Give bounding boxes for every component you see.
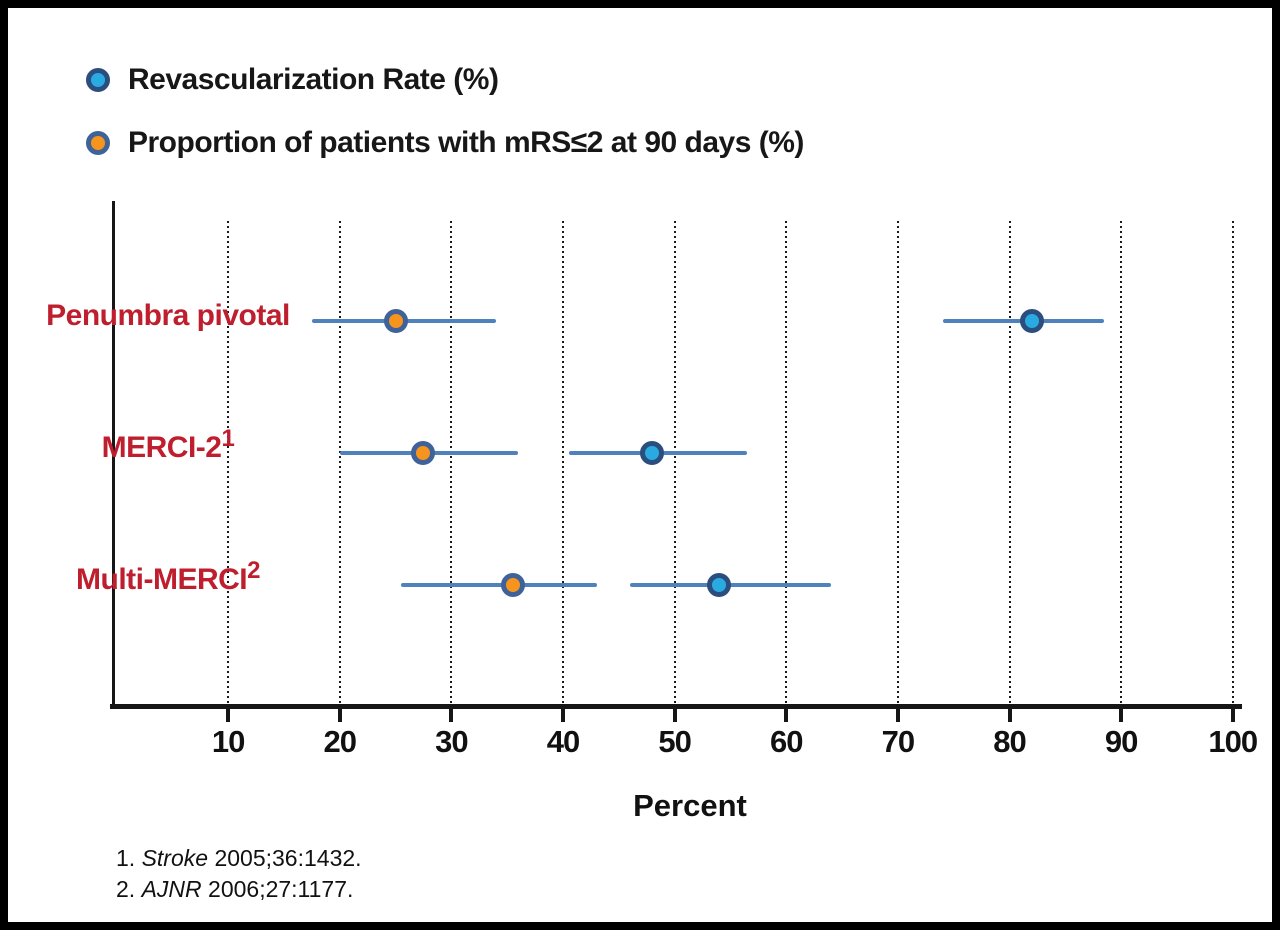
x-tick-label-60: 60 xyxy=(770,724,803,759)
marker-proportion-of-patients-with-mrs-2-at-90-days-merci-2 xyxy=(411,441,436,465)
gridline-30 xyxy=(450,221,453,705)
marker-revascularization-rate-multi-merci xyxy=(707,573,732,597)
revascularization-marker-icon xyxy=(86,68,110,92)
plot-area: 10 20 30 40 50 60 70 80 90 100 Penumbra pivotal MER… xyxy=(8,8,1272,922)
y-axis-line xyxy=(112,201,115,707)
mrs-proportion-marker-icon xyxy=(86,131,110,155)
x-tick-60 xyxy=(784,708,789,722)
x-tick-40 xyxy=(561,708,566,722)
footnote-2-number: 2. xyxy=(116,876,136,902)
x-tick-label-70: 70 xyxy=(881,724,915,759)
category-label-text: Penumbra pivotal xyxy=(46,299,290,332)
x-tick-70 xyxy=(895,708,900,722)
category-label-multi-merci: Multi-MERCI2 xyxy=(18,559,318,597)
footnote-reference: 2 xyxy=(247,557,260,584)
marker-proportion-of-patients-with-mrs-2-at-90-days-penumbra-pivotal xyxy=(383,309,408,333)
x-tick-20 xyxy=(337,708,342,722)
footnote-1: 1. Stroke 2005;36:1432. xyxy=(116,843,362,874)
category-label-text: MERCI-2 xyxy=(101,431,222,464)
x-tick-30 xyxy=(449,708,454,722)
x-tick-label-10: 10 xyxy=(211,724,245,759)
gridline-50 xyxy=(673,221,676,705)
gridline-60 xyxy=(785,221,788,705)
x-tick-80 xyxy=(1007,708,1012,722)
legend-item-revascularization-rate: Revascularization Rate (%) xyxy=(86,58,804,102)
footnotes: 1. Stroke 2005;36:1432. 2. AJNR 2006;27:… xyxy=(116,843,362,905)
footnote-reference: 1 xyxy=(221,425,235,452)
marker-revascularization-rate-penumbra-pivotal xyxy=(1019,309,1044,333)
legend-label-mrs-proportion: Proportion of patients with mRS≤2 at 90 … xyxy=(128,126,804,159)
footnote-1-journal: Stroke xyxy=(141,845,209,871)
x-tick-label-80: 80 xyxy=(993,724,1026,759)
gridline-100 xyxy=(1231,221,1234,705)
gridline-20 xyxy=(338,221,341,705)
x-tick-10 xyxy=(226,708,231,722)
legend-label-revascularization-rate: Revascularization Rate (%) xyxy=(128,63,499,96)
gridline-90 xyxy=(1120,221,1123,705)
x-tick-90 xyxy=(1119,708,1124,722)
x-tick-label-90: 90 xyxy=(1104,724,1138,759)
x-tick-label-50: 50 xyxy=(658,724,691,759)
legend-item-mrs-proportion: Proportion of patients with mRS≤2 at 90 … xyxy=(86,121,804,165)
footnote-2-citation: 2006;27:1177. xyxy=(208,876,354,902)
x-tick-50 xyxy=(672,708,677,722)
x-tick-label-20: 20 xyxy=(323,724,357,759)
ci-bar-proportion-of-patients-with-mrs-2-at-90-days-multi-merci xyxy=(401,583,597,587)
category-label-penumbra-pivotal: Penumbra pivotal xyxy=(18,299,318,333)
footnote-1-number: 1. xyxy=(116,845,136,871)
x-axis-title: Percent xyxy=(633,788,747,823)
footnote-1-citation: 2005;36:1432. xyxy=(214,845,362,871)
gridline-70 xyxy=(896,221,899,705)
x-tick-label-30: 30 xyxy=(435,724,468,759)
x-tick-label-40: 40 xyxy=(546,724,580,759)
x-tick-label-100: 100 xyxy=(1208,724,1258,759)
legend: Revascularization Rate (%) Proportion of… xyxy=(86,58,804,184)
category-label-merci-2: MERCI-21 xyxy=(18,427,318,465)
gridline-80 xyxy=(1008,221,1011,705)
marker-proportion-of-patients-with-mrs-2-at-90-days-multi-merci xyxy=(500,573,525,597)
x-axis-line xyxy=(110,704,1242,709)
footnote-2-journal: AJNR xyxy=(141,876,202,902)
x-tick-100 xyxy=(1230,708,1235,722)
marker-revascularization-rate-merci-2 xyxy=(640,441,665,465)
category-label-text: Multi-MERCI xyxy=(76,563,248,596)
gridline-10 xyxy=(227,221,230,705)
footnote-2: 2. AJNR 2006;27:1177. xyxy=(116,874,362,905)
gridline-40 xyxy=(562,221,565,705)
